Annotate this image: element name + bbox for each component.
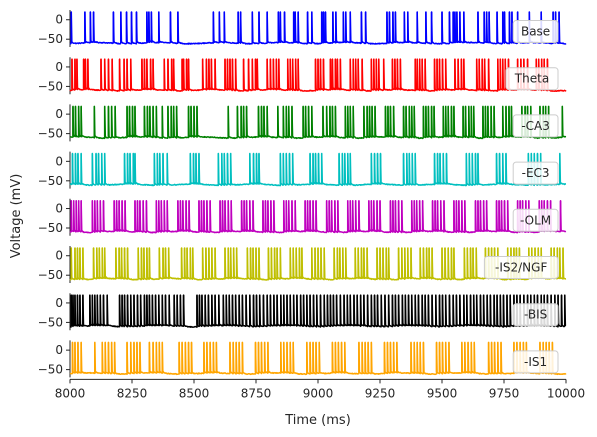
x-tick-label: 10000: [547, 386, 585, 400]
y-tick-label: −50: [38, 174, 63, 188]
panel-olm: 0 −50 -OLM: [38, 198, 567, 236]
legend-entry: -IS2/NGF: [495, 261, 547, 275]
panels: 0 −50 Base 0 −50 Theta 0 −50 -CA3 0 −50 -EC3 0 −50 -OL…: [38, 10, 567, 378]
y-tick-label: 0: [55, 296, 63, 310]
y-tick-label: −50: [38, 79, 63, 93]
legend-box: [512, 114, 559, 138]
y-axis-label: Voltage (mV): [9, 174, 24, 259]
y-tick-label: 0: [55, 249, 63, 263]
legend-box: [512, 161, 559, 185]
legend-entry: -OLM: [520, 213, 551, 227]
panel-base: 0 −50 Base: [38, 10, 567, 47]
legend-entry: -IS1: [524, 355, 547, 369]
x-axis-label: Time (ms): [284, 413, 351, 428]
legend-box: [483, 256, 559, 279]
legend-entry: -EC3: [522, 166, 550, 180]
y-tick-label: −50: [38, 315, 63, 329]
x-tick-label: 9250: [365, 386, 396, 400]
panel-ec3: 0 −50 -EC3: [38, 151, 567, 189]
series-line: [69, 247, 567, 281]
legend-entry: -CA3: [521, 119, 550, 133]
y-tick-label: −50: [38, 363, 63, 377]
x-tick-label: 8500: [179, 386, 210, 400]
x-axis: 8000 8250 8500 8750 9000 9250 9500 9750 10000: [55, 378, 585, 400]
y-tick-label: −50: [38, 221, 63, 235]
y-tick-label: −50: [38, 268, 63, 282]
y-tick-label: 0: [55, 107, 63, 121]
legend-box: [512, 350, 559, 374]
y-tick-label: −50: [38, 32, 63, 46]
x-tick-label: 9750: [489, 386, 520, 400]
legend-entry: Base: [521, 25, 550, 39]
legend-entry: Theta: [514, 72, 549, 86]
y-tick-label: −50: [38, 127, 63, 141]
legend-box: [512, 20, 559, 43]
panel-is1: 0 −50 -IS1: [38, 340, 567, 378]
y-tick-label: 0: [55, 60, 63, 74]
legend-box: [512, 303, 559, 327]
y-tick-label: 0: [55, 13, 63, 27]
series-line: [69, 11, 567, 45]
x-tick-label: 9500: [427, 386, 458, 400]
legend-box: [505, 67, 559, 91]
y-tick-label: 0: [55, 202, 63, 216]
panel-ca3: 0 −50 -CA3: [38, 104, 567, 142]
x-tick-label: 8750: [241, 386, 272, 400]
panel-is2ngf: 0 −50 -IS2/NGF: [38, 246, 567, 283]
x-tick-label: 8250: [117, 386, 148, 400]
panel-bis: 0 −50 -BIS: [38, 293, 567, 331]
y-tick-label: 0: [55, 343, 63, 357]
series-line: [69, 200, 567, 234]
series-line: [69, 58, 567, 92]
x-tick-label: 9000: [303, 386, 334, 400]
legend-entry: -BIS: [524, 308, 547, 322]
y-tick-label: 0: [55, 154, 63, 168]
x-tick-label: 8000: [55, 386, 86, 400]
legend-box: [512, 208, 559, 232]
panel-theta: 0 −50 Theta: [38, 57, 567, 95]
